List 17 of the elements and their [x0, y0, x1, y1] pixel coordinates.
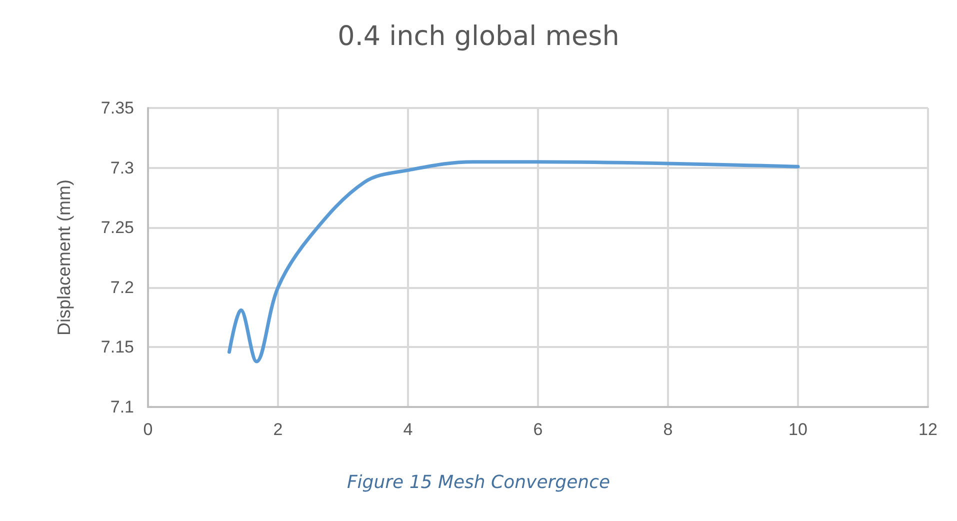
y-tick-label: 7.1	[110, 398, 134, 416]
x-tick-label: 6	[533, 420, 543, 439]
y-tick-label: 7.35	[100, 98, 134, 118]
y-tick-label: 7.25	[100, 218, 134, 238]
x-tick-label: 8	[663, 420, 673, 439]
y-tick-label: 7.2	[110, 278, 134, 297]
line-series	[228, 160, 800, 364]
caption: Figure 15 Mesh Convergence	[346, 472, 612, 493]
x-tick-label: 10	[788, 420, 808, 439]
x-tick-label: 12	[918, 420, 938, 439]
chart-title: 0.4 inch global mesh	[338, 21, 620, 52]
x-tick-label: 4	[403, 420, 413, 439]
y-axis-title: Displacement (mm)	[54, 179, 74, 336]
y-tick-label: 7.3	[110, 158, 134, 178]
x-tick-label: 2	[273, 420, 283, 439]
y-tick-label: 7.15	[100, 338, 134, 357]
x-tick-label: 0	[143, 420, 153, 439]
